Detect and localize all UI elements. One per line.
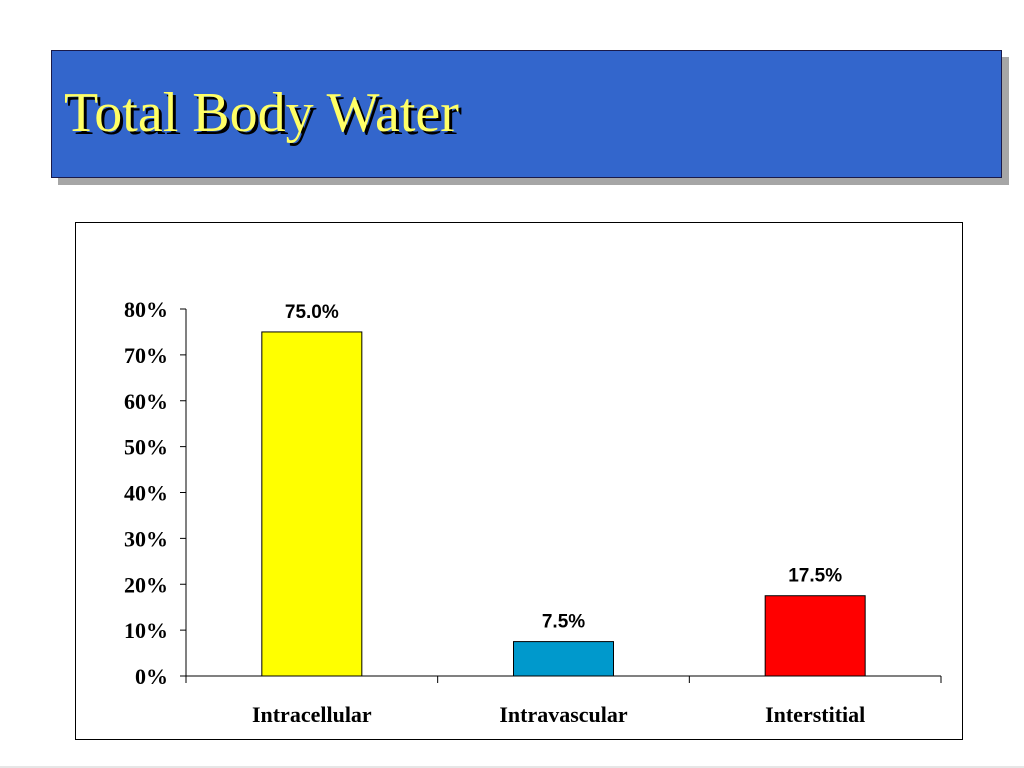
x-category-label: Interstitial xyxy=(765,702,865,727)
slide-title: Total Body Water xyxy=(64,82,459,144)
y-tick-label: 50% xyxy=(124,435,168,460)
data-label: 17.5% xyxy=(788,566,842,587)
bar-interstitial xyxy=(764,595,866,677)
y-tick-label: 60% xyxy=(124,389,168,414)
bar-intracellular xyxy=(261,331,363,677)
bar-intravascular xyxy=(513,641,614,677)
data-label: 7.5% xyxy=(542,612,585,633)
y-tick-label: 80% xyxy=(124,297,168,322)
y-tick-label: 40% xyxy=(124,481,168,506)
y-tick-label: 70% xyxy=(124,343,168,368)
chart-frame: 0% 10% 20% 30% 40% 50% 60% 70% 80% 75.0% Intracell… xyxy=(75,222,963,740)
data-label: 75.0% xyxy=(285,302,339,323)
y-tick-label: 20% xyxy=(124,572,168,597)
bar-chart: 0% 10% 20% 30% 40% 50% 60% 70% 80% 75.0% Intracell… xyxy=(124,297,942,727)
x-category-label: Intravascular xyxy=(499,702,628,727)
y-tick-label: 30% xyxy=(124,526,168,551)
x-category-label: Intracellular xyxy=(252,702,372,727)
bottom-divider xyxy=(0,766,1024,768)
title-box: Total Body Water xyxy=(51,50,1002,178)
y-tick-label: 10% xyxy=(124,618,168,643)
y-tick-label: 0% xyxy=(135,664,168,689)
